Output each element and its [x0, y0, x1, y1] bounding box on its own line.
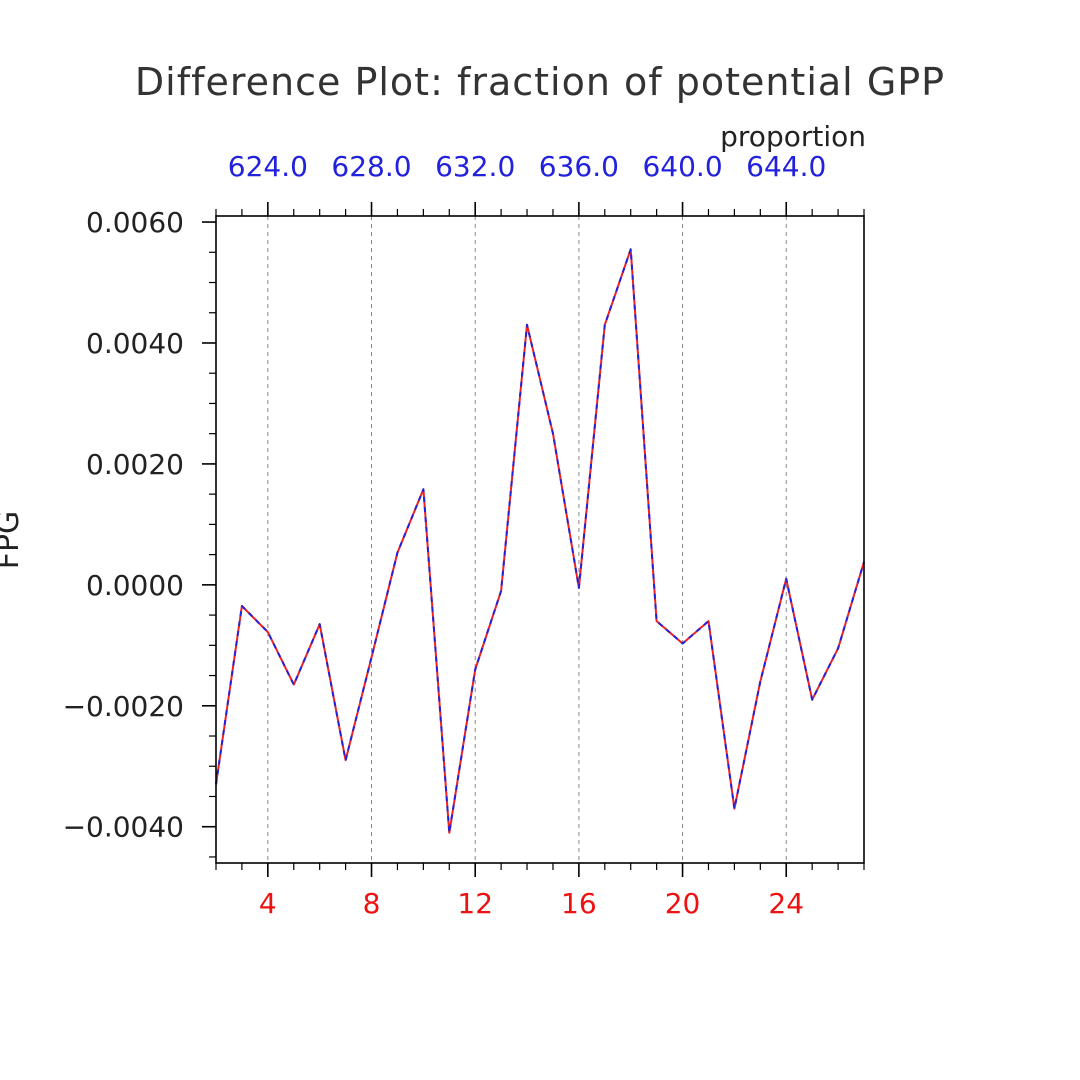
x-tick-label: 8 — [363, 887, 381, 920]
x-tick-label: 12 — [457, 887, 493, 920]
minor-ticks — [209, 209, 865, 870]
series-line-2 — [215, 248, 865, 834]
top-tick-label: 632.0 — [435, 150, 515, 183]
top-tick-label: 640.0 — [642, 150, 722, 183]
series-group — [215, 248, 865, 834]
x-tick-label: 24 — [768, 887, 804, 920]
units-label: proportion — [720, 120, 866, 153]
y-axis-ticks: −0.0040 −0.0020 0.0000 0.0020 0.0040 0.0060 — [63, 206, 216, 844]
x-tick-label: 16 — [561, 887, 597, 920]
x-tick-label: 20 — [665, 887, 701, 920]
y-tick-label: −0.0020 — [63, 690, 184, 723]
grid-lines — [267, 216, 787, 863]
top-axis-ticks: 624.0 628.0 632.0 636.0 640.0 644.0 — [228, 150, 826, 216]
top-tick-label: 636.0 — [539, 150, 619, 183]
x-axis-ticks: 4 8 12 16 20 24 — [259, 863, 804, 920]
x-tick-label: 4 — [259, 887, 277, 920]
top-tick-label: 644.0 — [746, 150, 826, 183]
top-tick-label: 628.0 — [331, 150, 411, 183]
y-axis-label: FPG — [0, 511, 26, 570]
y-tick-label: 0.0060 — [86, 206, 184, 239]
series-line-1 — [215, 248, 865, 834]
y-tick-label: −0.0040 — [63, 811, 184, 844]
plot-frame — [215, 215, 865, 864]
y-tick-label: 0.0000 — [86, 569, 184, 602]
top-tick-label: 624.0 — [228, 150, 308, 183]
y-tick-label: 0.0040 — [86, 327, 184, 360]
chart-title: Difference Plot: fraction of potential G… — [135, 60, 945, 104]
y-tick-label: 0.0020 — [86, 448, 184, 481]
